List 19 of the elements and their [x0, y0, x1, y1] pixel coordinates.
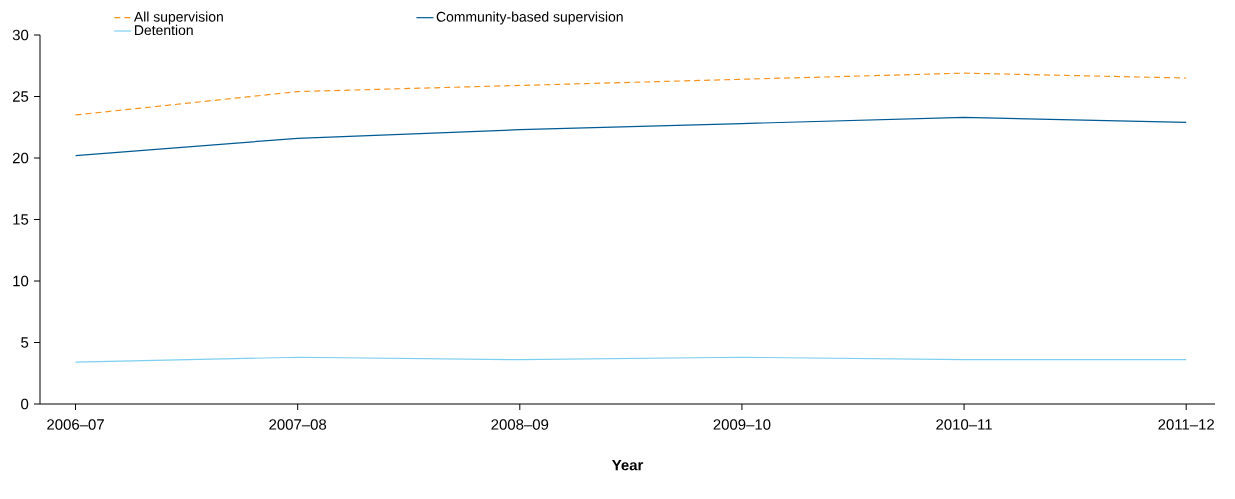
y-tick-label: 5 — [21, 337, 29, 348]
x-tick-label: 2008–09 — [491, 419, 549, 430]
legend-label: Community-based supervision — [436, 11, 623, 25]
x-tick-label: 2011–12 — [1158, 419, 1214, 430]
x-tick-label: 2010–11 — [936, 419, 992, 430]
line-series — [74, 116, 1187, 157]
x-tick-label: 2006–07 — [47, 419, 104, 430]
y-tick-label: 20 — [12, 152, 29, 164]
x-axis-title: Year — [612, 459, 644, 471]
y-tick-label: 25 — [12, 91, 29, 102]
y-tick-label: 30 — [12, 29, 29, 41]
y-tick-label: 10 — [13, 275, 29, 287]
legend-label: All supervision — [133, 11, 223, 25]
x-tick-label: 2007–08 — [269, 419, 327, 430]
legend-label: Detention — [135, 24, 193, 36]
line-series — [74, 72, 1187, 116]
x-tick-label: 2009–10 — [713, 419, 771, 430]
y-tick-label: 15 — [13, 214, 29, 225]
y-tick-label: 0 — [21, 398, 29, 410]
